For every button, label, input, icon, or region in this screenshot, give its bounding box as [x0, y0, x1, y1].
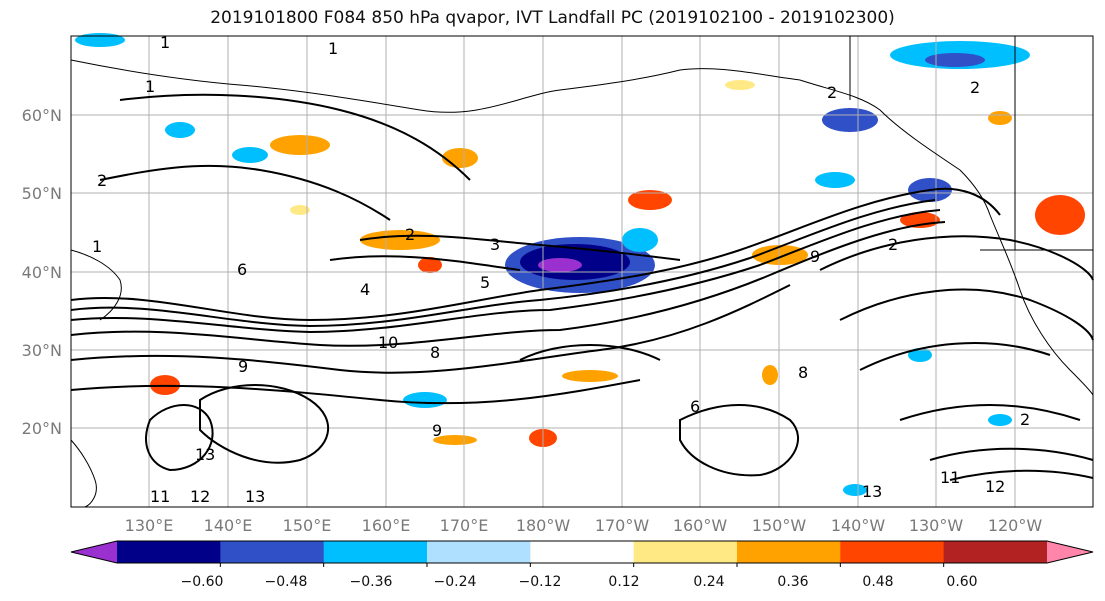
longitude-labels: 130°E 140°E 150°E 160°E 170°E 180°W 170°… — [125, 516, 1043, 535]
colorbar-segment — [633, 541, 738, 563]
map-title: 2019101800 F084 850 hPa qvapor, IVT Land… — [210, 8, 895, 28]
colorbar-segment — [323, 541, 428, 563]
contour-label: 9 — [810, 247, 820, 266]
graticule — [71, 36, 1093, 507]
colorbar-tick-label: −0.36 — [350, 574, 393, 590]
colorbar-segment — [943, 541, 1048, 563]
contour-label: 12 — [985, 477, 1005, 496]
colorbar-tick-label: −0.12 — [519, 574, 562, 590]
lon-label: 170°E — [440, 516, 489, 535]
contour-labels: 1 1 1 2 2 2 2 3 4 5 6 8 9 9 10 11 12 13 … — [92, 33, 1030, 506]
contour-label: 2 — [827, 83, 837, 102]
lon-label: 160°E — [362, 516, 411, 535]
colorbar-tick-label: 0.60 — [946, 574, 977, 590]
contour-label: 2 — [970, 78, 980, 97]
lon-label: 130°W — [909, 516, 964, 535]
contour-label: 12 — [190, 487, 210, 506]
lon-label: 160°W — [673, 516, 728, 535]
colorbar-tick-label: −0.24 — [434, 574, 477, 590]
contour-label: 3 — [490, 235, 500, 254]
latitude-labels: 60°N 50°N 40°N 30°N 20°N — [22, 106, 62, 438]
contour-label: 1 — [160, 33, 170, 52]
contour-label: 11 — [940, 468, 960, 487]
colorbar-tick-labels: −0.60 −0.48 −0.36 −0.24 −0.12 0.12 0.24 … — [181, 574, 978, 590]
colorbar-tick-label: −0.60 — [181, 574, 224, 590]
contour-label: 6 — [690, 397, 700, 416]
contour-label: 5 — [480, 273, 490, 292]
colorbar-extend-high — [1047, 541, 1093, 563]
colorbar-segment — [737, 541, 841, 563]
contour-label: 8 — [798, 363, 808, 382]
colorbar-tick-label: 0.48 — [862, 574, 893, 590]
colorbar-segment — [530, 541, 635, 563]
map-frame — [70, 35, 1094, 508]
lon-label: 120°W — [988, 516, 1043, 535]
lon-label: 140°E — [204, 516, 253, 535]
contour-label: 8 — [430, 343, 440, 362]
lon-label: 140°W — [831, 516, 886, 535]
contour-label: 1 — [328, 39, 338, 58]
colorbar-segment — [427, 541, 531, 563]
lon-label: 150°W — [752, 516, 807, 535]
colorbar-tick-label: 0.36 — [777, 574, 808, 590]
colorbar-tick-label: 0.12 — [608, 574, 639, 590]
coastlines — [70, 36, 1094, 508]
contour-label: 1 — [145, 77, 155, 96]
contour-label: 9 — [238, 357, 248, 376]
ivt-contours — [70, 93, 1094, 481]
colorbar-segment — [117, 541, 221, 563]
colorbar-segment — [840, 541, 945, 563]
lat-label: 40°N — [22, 263, 62, 282]
lat-label: 20°N — [22, 419, 62, 438]
contour-label: 13 — [862, 482, 882, 501]
contour-label: 2 — [405, 225, 415, 244]
contour-label: 10 — [378, 333, 398, 352]
contour-label: 11 — [150, 487, 170, 506]
lon-label: 130°E — [125, 516, 174, 535]
contour-label: 2 — [97, 171, 107, 190]
colorbar-tick-label: 0.24 — [693, 574, 724, 590]
colorbar-segment — [220, 541, 325, 563]
colorbar: −0.60 −0.48 −0.36 −0.24 −0.12 0.12 0.24 … — [70, 540, 1094, 590]
contour-label: 6 — [237, 260, 247, 279]
contour-label: 9 — [432, 421, 442, 440]
contour-label: 13 — [195, 445, 215, 464]
lon-label: 180°W — [516, 516, 571, 535]
colorbar-extend-low — [71, 541, 117, 563]
lat-label: 50°N — [22, 184, 62, 203]
contour-label: 2 — [888, 235, 898, 254]
lat-label: 30°N — [22, 341, 62, 360]
contour-label: 1 — [92, 237, 102, 256]
lon-label: 170°W — [595, 516, 650, 535]
lat-label: 60°N — [22, 106, 62, 125]
contour-label: 13 — [245, 487, 265, 506]
lon-label: 150°E — [283, 516, 332, 535]
contour-label: 4 — [360, 280, 370, 299]
contour-label: 2 — [1020, 410, 1030, 429]
colorbar-tick-label: −0.48 — [265, 574, 308, 590]
